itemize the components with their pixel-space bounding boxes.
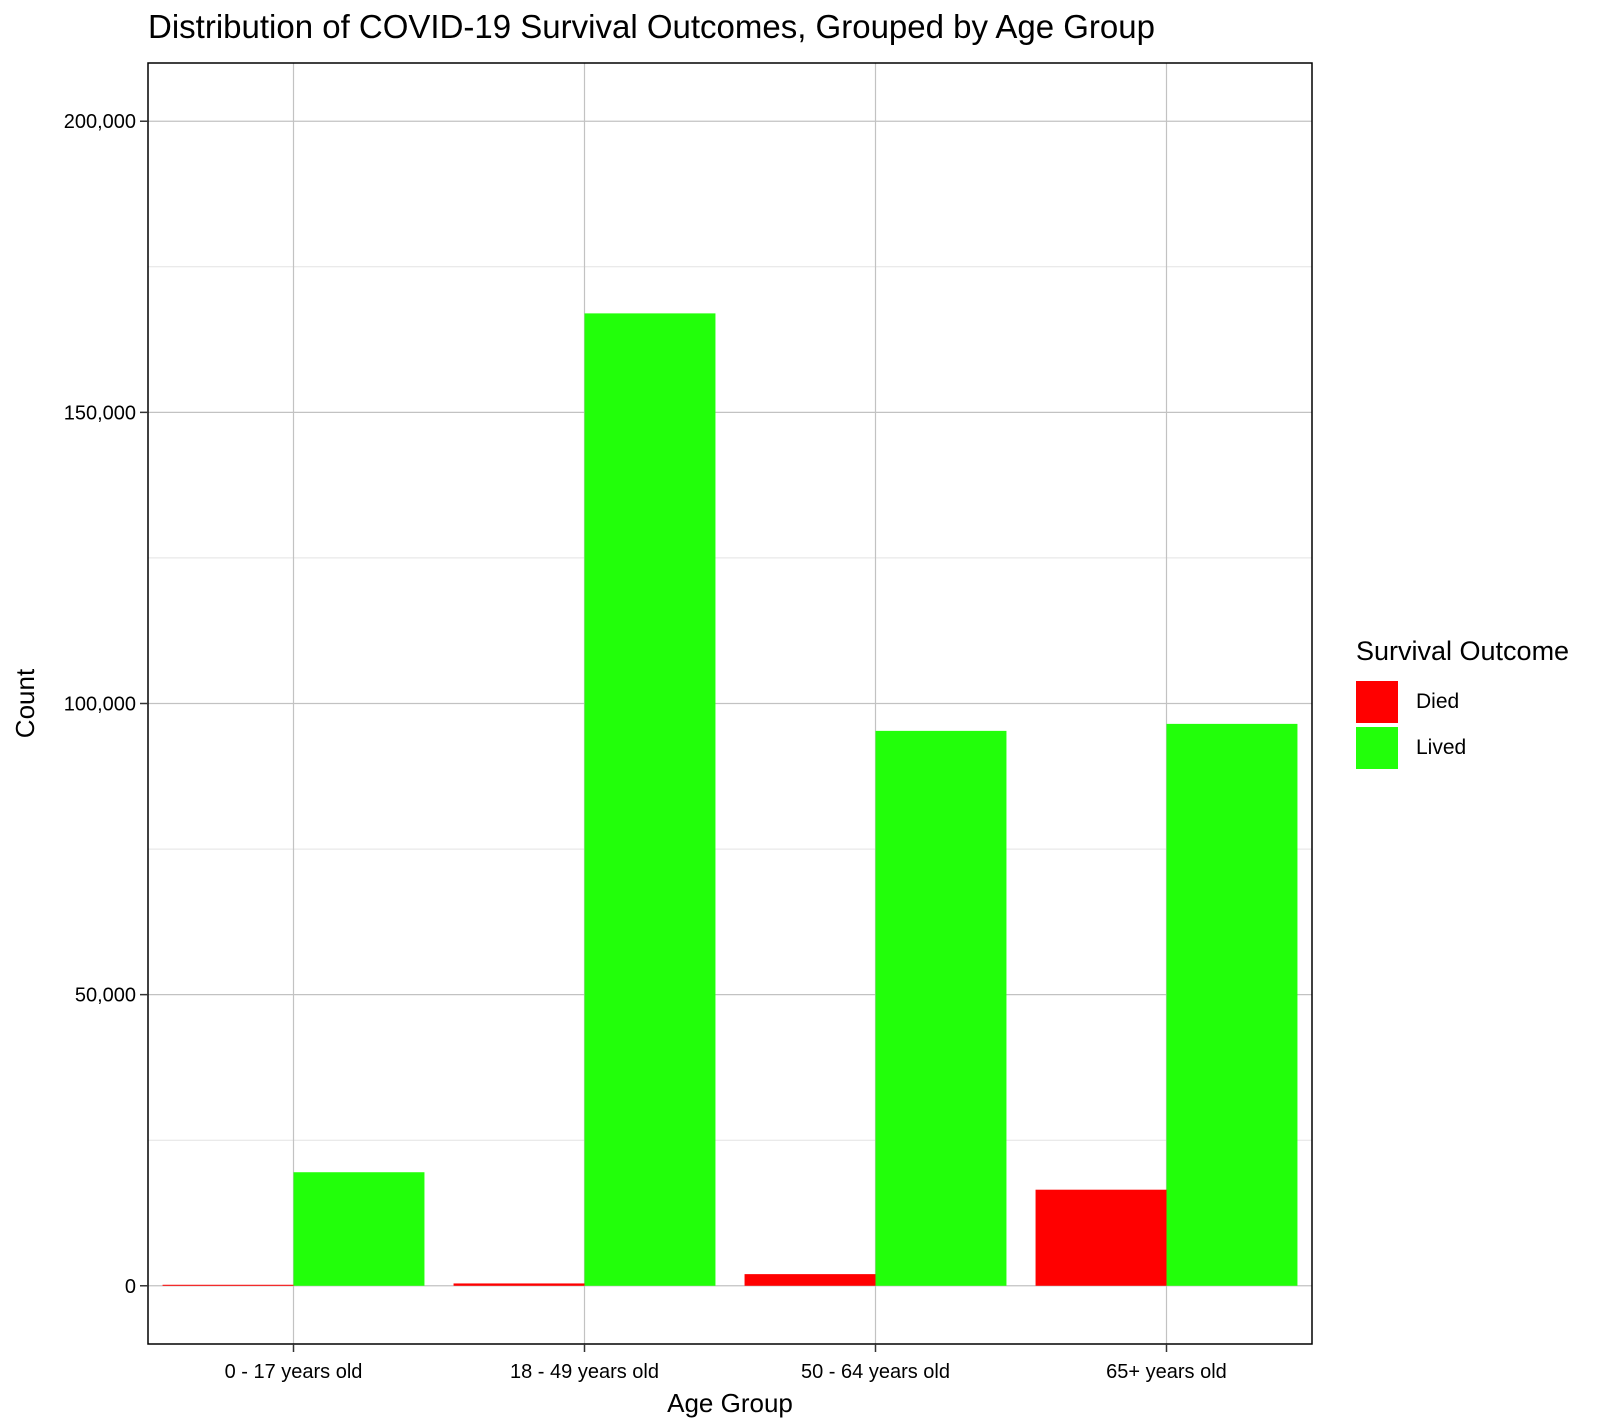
legend-swatch-lived <box>1356 727 1398 769</box>
x-tick-label: 0 - 17 years old <box>225 1361 363 1383</box>
bar-died-0 <box>162 1284 294 1286</box>
y-axis-title: Count <box>10 668 40 738</box>
legend-item-died: Died <box>1356 679 1569 725</box>
legend-item-lived: Lived <box>1356 725 1569 771</box>
x-tick-label: 65+ years old <box>1106 1361 1227 1383</box>
y-tick-label: 200,000 <box>64 111 136 133</box>
y-tick-label: 100,000 <box>64 694 136 716</box>
legend-swatch-died <box>1356 681 1398 723</box>
legend-label-died: Died <box>1416 690 1460 713</box>
bar-lived-0 <box>293 1172 425 1286</box>
bar-died-1 <box>453 1283 585 1286</box>
bar-lived-2 <box>875 730 1007 1286</box>
legend: Survival Outcome Died Lived <box>1356 636 1569 771</box>
x-tick-label: 18 - 49 years old <box>510 1361 659 1383</box>
x-axis-title: Age Group <box>667 1388 793 1418</box>
bar-died-2 <box>744 1274 876 1286</box>
y-tick-label: 0 <box>125 1276 136 1298</box>
bar-died-3 <box>1035 1189 1167 1286</box>
y-tick-label: 50,000 <box>75 985 136 1007</box>
chart-title: Distribution of COVID-19 Survival Outcom… <box>148 8 1155 45</box>
legend-label-lived: Lived <box>1416 736 1467 759</box>
bars <box>162 313 1298 1286</box>
bar-lived-3 <box>1166 723 1298 1286</box>
bar-lived-1 <box>584 313 716 1286</box>
x-tick-label: 50 - 64 years old <box>801 1361 950 1383</box>
y-tick-label: 150,000 <box>64 402 136 424</box>
axes: 0 50,000 100,000 150,000 200,000 0 - 17 years… <box>64 111 1227 1383</box>
legend-title: Survival Outcome <box>1356 636 1570 666</box>
